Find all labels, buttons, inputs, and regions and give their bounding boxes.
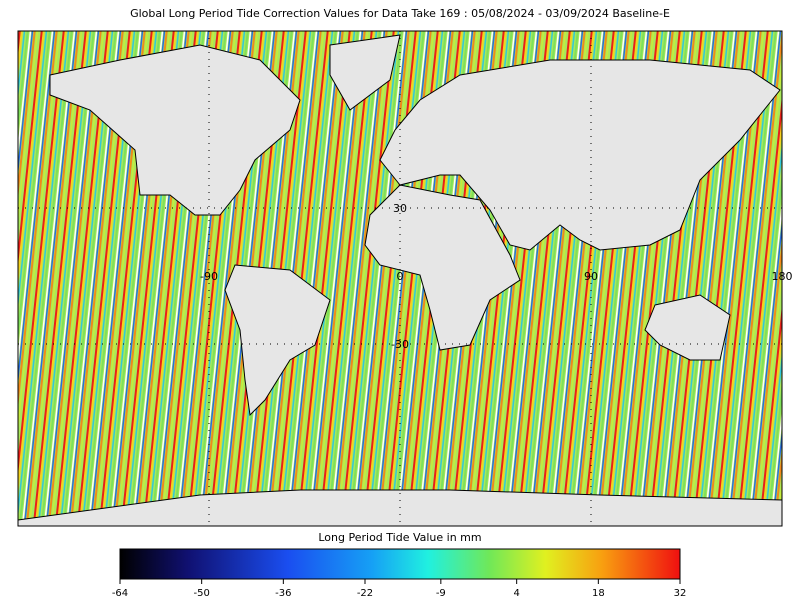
map: -90 0 90 180 30 -30 [17, 30, 793, 527]
eurasia [379, 59, 781, 251]
colorbar-tick-label: -50 [193, 588, 209, 599]
colorbar-tick-label: -36 [275, 588, 291, 599]
lon-label: -90 [200, 270, 218, 283]
lat-label: -30 [391, 338, 409, 351]
lon-label: 0 [397, 270, 404, 283]
colorbar-tick-label: 18 [592, 588, 605, 599]
colorbar-tick-label: -64 [112, 588, 128, 599]
greenland [329, 34, 401, 111]
colorbar-tick-label: 4 [513, 588, 519, 599]
africa [364, 184, 521, 351]
colorbar-tick-label: 32 [674, 588, 687, 599]
colorbar [119, 548, 681, 580]
south-america [224, 264, 331, 417]
lon-label: 180 [772, 270, 793, 283]
colorbar-tick-label: -22 [357, 588, 373, 599]
north-america [49, 44, 301, 216]
lat-label: 30 [393, 202, 407, 215]
colorbar-tick-label: -9 [436, 588, 446, 599]
australia [644, 294, 731, 361]
lon-label: 90 [584, 270, 598, 283]
map-title: Global Long Period Tide Correction Value… [130, 7, 670, 20]
colorbar-label: Long Period Tide Value in mm [318, 531, 481, 544]
